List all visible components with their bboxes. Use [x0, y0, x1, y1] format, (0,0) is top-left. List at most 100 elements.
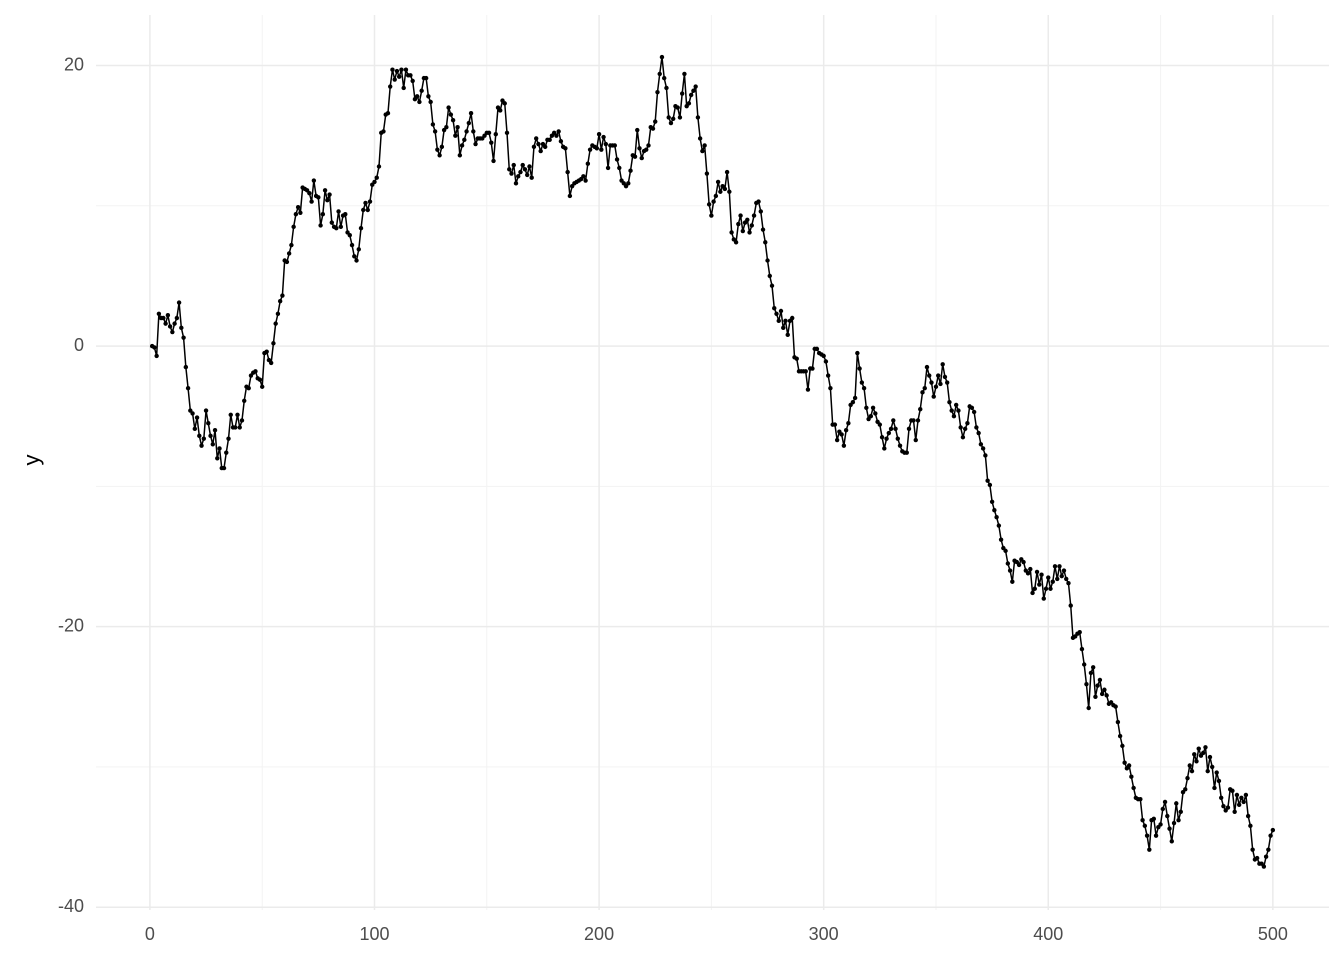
data-point	[208, 433, 213, 439]
data-point	[210, 442, 215, 447]
data-point	[891, 418, 896, 423]
data-point	[1183, 787, 1188, 792]
data-point	[870, 405, 876, 410]
data-point	[356, 247, 361, 252]
data-point	[466, 120, 472, 126]
data-point	[884, 436, 889, 441]
data-point	[277, 298, 283, 304]
data-point	[1263, 854, 1269, 859]
data-point	[994, 515, 999, 520]
data-point	[268, 360, 274, 366]
data-point	[1225, 805, 1231, 810]
data-point	[242, 398, 247, 403]
data-point	[558, 139, 564, 144]
data-point	[358, 226, 364, 231]
data-point	[855, 350, 860, 356]
data-point	[403, 67, 409, 72]
data-point	[653, 119, 658, 124]
y-tick-label: -40	[58, 896, 84, 916]
data-point	[772, 305, 777, 311]
data-point	[396, 74, 402, 79]
data-point	[179, 325, 184, 331]
data-point	[417, 99, 422, 105]
data-point	[183, 364, 189, 370]
data-point	[289, 242, 294, 248]
data-point	[298, 210, 303, 215]
data-point	[850, 399, 856, 405]
data-point	[677, 115, 683, 120]
data-point	[1052, 564, 1058, 569]
data-point	[668, 120, 674, 126]
data-point	[1266, 847, 1271, 852]
data-point	[1147, 847, 1152, 852]
x-tick-label: 100	[359, 924, 389, 944]
data-point	[527, 164, 532, 169]
data-point	[978, 442, 984, 447]
data-point	[998, 537, 1004, 542]
data-point	[1021, 559, 1026, 565]
data-point	[688, 92, 694, 98]
data-point	[769, 283, 775, 288]
data-point	[918, 406, 923, 412]
data-point	[650, 126, 656, 131]
data-point	[215, 456, 220, 461]
data-point	[363, 200, 368, 206]
data-point	[1140, 818, 1145, 823]
data-point	[594, 146, 600, 151]
data-point	[821, 353, 826, 359]
data-point	[257, 377, 263, 382]
data-point	[1030, 590, 1035, 596]
data-point	[1034, 569, 1040, 575]
data-point	[695, 115, 701, 120]
data-point	[911, 418, 916, 423]
data-point	[473, 141, 478, 147]
data-point	[693, 84, 698, 89]
data-point	[859, 380, 865, 385]
data-point	[814, 346, 820, 352]
data-point	[1117, 733, 1123, 739]
data-point	[336, 209, 341, 214]
data-point	[581, 174, 586, 179]
data-point	[938, 381, 943, 387]
data-point	[1113, 704, 1118, 709]
data-point	[1138, 796, 1143, 802]
data-point	[644, 147, 649, 152]
data-point	[700, 148, 705, 154]
data-point	[275, 311, 281, 317]
data-point	[1003, 548, 1008, 554]
grid	[96, 15, 1329, 910]
data-point	[1232, 809, 1237, 815]
data-point	[906, 426, 912, 432]
data-point	[471, 129, 476, 134]
data-point	[542, 144, 548, 150]
data-point	[349, 242, 355, 248]
data-point	[614, 157, 620, 162]
data-point	[221, 465, 227, 471]
data-point	[915, 418, 921, 423]
data-point	[785, 332, 790, 338]
data-point	[185, 385, 191, 391]
data-point	[498, 108, 503, 113]
data-point	[767, 273, 772, 279]
data-point	[1236, 802, 1242, 807]
data-point	[388, 84, 393, 89]
data-point	[423, 75, 429, 81]
data-point	[1234, 792, 1240, 798]
data-point	[502, 101, 507, 106]
data-point	[834, 437, 840, 443]
data-point	[1162, 799, 1168, 805]
data-point	[1048, 586, 1053, 591]
data-point	[293, 212, 299, 217]
data-point	[426, 94, 431, 99]
data-point	[352, 254, 357, 259]
data-point	[1102, 687, 1107, 692]
data-point	[1090, 665, 1096, 670]
data-point	[745, 217, 750, 223]
data-point	[361, 207, 366, 213]
data-point	[704, 171, 710, 176]
data-point	[1214, 770, 1219, 775]
data-point	[518, 169, 523, 175]
data-point	[1093, 694, 1098, 699]
data-point	[697, 136, 703, 141]
data-point	[1189, 768, 1195, 774]
